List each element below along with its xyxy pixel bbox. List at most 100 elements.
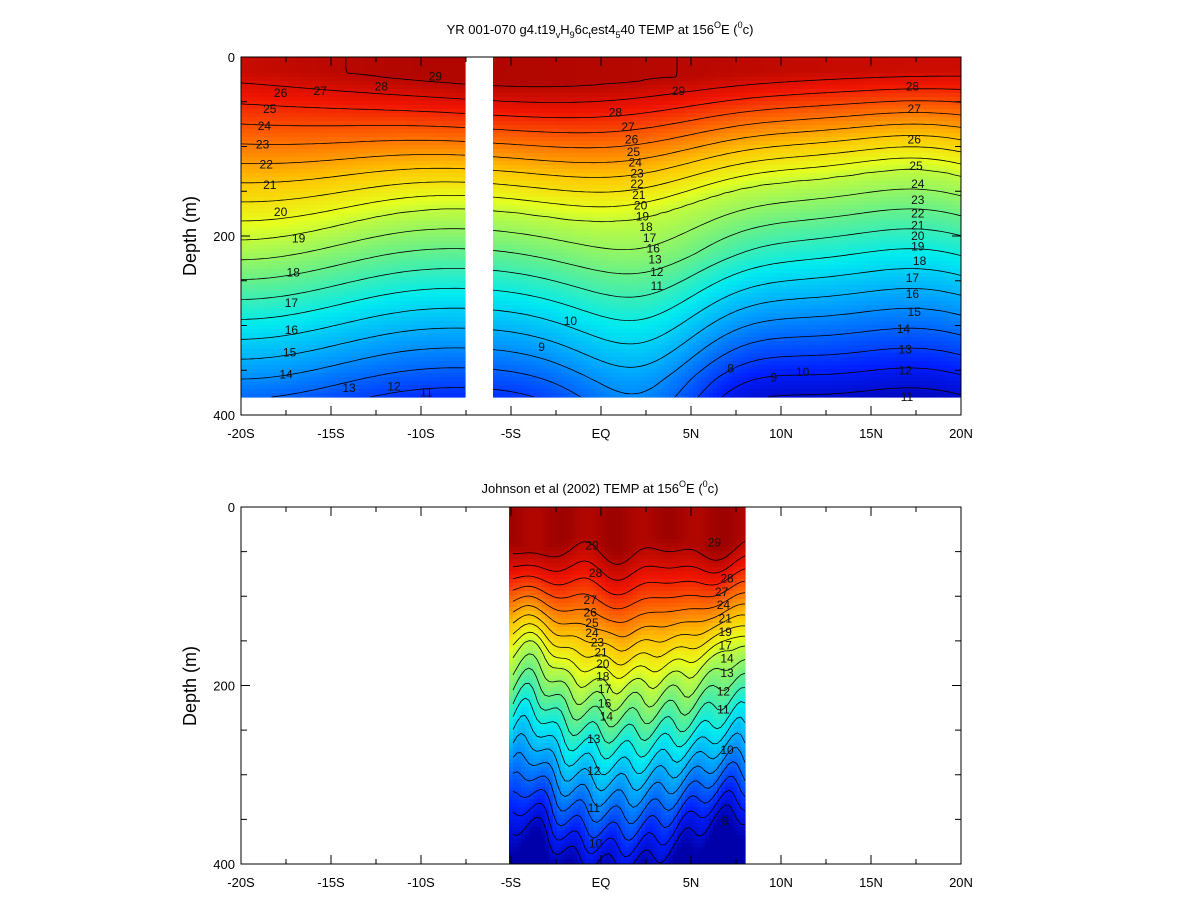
temperature-cell <box>461 161 466 166</box>
temperature-cell <box>433 97 438 102</box>
temperature-cell <box>773 117 778 122</box>
temperature-cell <box>797 93 802 98</box>
temperature-cell <box>589 117 594 122</box>
temperature-cell <box>573 57 578 62</box>
temperature-cell <box>797 101 802 106</box>
temperature-cell <box>701 105 706 110</box>
temperature-cell <box>553 77 558 82</box>
temperature-cell <box>385 157 390 162</box>
temperature-cell <box>729 145 734 150</box>
temperature-cell <box>677 89 682 94</box>
temperature-cell <box>753 161 758 166</box>
temperature-cell <box>393 157 398 162</box>
temperature-cell <box>389 89 394 94</box>
temperature-cell <box>777 169 782 174</box>
temperature-cell <box>581 157 586 162</box>
temperature-cell <box>401 121 406 126</box>
temperature-cell <box>269 153 274 158</box>
temperature-cell <box>505 57 510 62</box>
temperature-cell <box>749 141 754 146</box>
temperature-cell <box>289 73 294 78</box>
temperature-cell <box>921 157 926 162</box>
temperature-cell <box>921 77 926 82</box>
temperature-cell <box>833 161 838 166</box>
temperature-cell <box>581 73 586 78</box>
temperature-cell <box>617 169 622 174</box>
temperature-cell <box>793 117 798 122</box>
temperature-cell <box>705 121 710 126</box>
temperature-cell <box>677 85 682 90</box>
temperature-cell <box>453 141 458 146</box>
temperature-cell <box>577 157 582 162</box>
temperature-cell <box>945 145 950 150</box>
temperature-cell <box>601 97 606 102</box>
temperature-cell <box>537 69 542 74</box>
temperature-cell <box>265 113 270 118</box>
temperature-cell <box>793 157 798 162</box>
temperature-cell <box>309 145 314 150</box>
temperature-cell <box>401 109 406 114</box>
temperature-cell <box>405 73 410 78</box>
temperature-cell <box>685 109 690 114</box>
temperature-cell <box>537 161 542 166</box>
temperature-cell <box>621 105 626 110</box>
temperature-cell <box>769 97 774 102</box>
temperature-cell <box>773 73 778 78</box>
temperature-cell <box>621 149 626 154</box>
temperature-cell <box>501 73 506 78</box>
temperature-cell <box>645 161 650 166</box>
temperature-cell <box>493 97 498 102</box>
temperature-cell <box>865 97 870 102</box>
temperature-cell <box>325 73 330 78</box>
temperature-cell <box>897 73 902 78</box>
temperature-cell <box>921 125 926 130</box>
temperature-cell <box>549 169 554 174</box>
temperature-cell <box>313 137 318 142</box>
temperature-cell <box>337 137 342 142</box>
temperature-cell <box>585 77 590 82</box>
temperature-cell <box>241 109 246 114</box>
temperature-cell <box>725 93 730 98</box>
temperature-cell <box>293 153 298 158</box>
temperature-cell <box>709 89 714 94</box>
temperature-cell <box>773 137 778 142</box>
temperature-cell <box>429 105 434 110</box>
temperature-cell <box>341 61 346 66</box>
temperature-cell <box>501 85 506 90</box>
temperature-cell <box>865 169 870 174</box>
temperature-cell <box>725 109 730 114</box>
temperature-cell <box>569 117 574 122</box>
temperature-cell <box>925 141 930 146</box>
temperature-cell <box>621 145 626 150</box>
temperature-cell <box>341 149 346 154</box>
temperature-cell <box>329 113 334 118</box>
temperature-cell <box>333 97 338 102</box>
temperature-cell <box>353 57 358 62</box>
temperature-cell <box>753 113 758 118</box>
temperature-cell <box>389 157 394 162</box>
temperature-cell <box>837 101 842 106</box>
temperature-cell <box>445 137 450 142</box>
temperature-cell <box>641 113 646 118</box>
temperature-cell <box>353 141 358 146</box>
temperature-cell <box>617 149 622 154</box>
temperature-cell <box>317 153 322 158</box>
temperature-cell <box>669 69 674 74</box>
temperature-cell <box>741 61 746 66</box>
temperature-cell <box>641 169 646 174</box>
temperature-cell <box>749 137 754 142</box>
temperature-cell <box>769 113 774 118</box>
temperature-cell <box>277 101 282 106</box>
temperature-cell <box>889 121 894 126</box>
temperature-cell <box>597 73 602 78</box>
temperature-cell <box>633 165 638 170</box>
temperature-cell <box>793 165 798 170</box>
temperature-cell <box>941 125 946 130</box>
temperature-cell <box>541 121 546 126</box>
temperature-cell <box>409 97 414 102</box>
temperature-cell <box>341 129 346 134</box>
temperature-cell <box>709 73 714 78</box>
temperature-cell <box>561 113 566 118</box>
temperature-cell <box>261 137 266 142</box>
temperature-cell <box>609 65 614 70</box>
